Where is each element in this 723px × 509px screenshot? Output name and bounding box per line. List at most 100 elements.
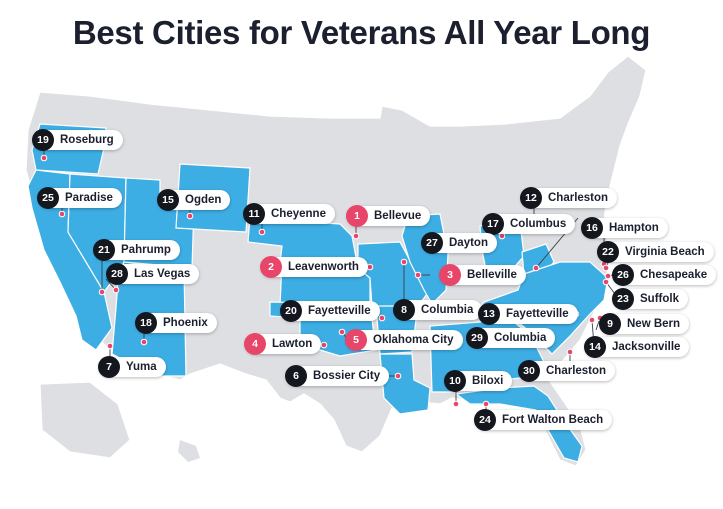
dot-bellevue bbox=[352, 232, 360, 240]
rank-badge: 5 bbox=[345, 329, 367, 351]
city-name: Fort Walton Beach bbox=[502, 414, 604, 426]
city-pill-paradise[interactable]: 25 Paradise bbox=[37, 187, 122, 209]
rank-badge: 19 bbox=[32, 129, 54, 151]
city-pill-cheyenne[interactable]: 11 Cheyenne bbox=[243, 203, 335, 225]
city-pill-ogden[interactable]: 15 Ogden bbox=[157, 189, 231, 211]
city-pill-bellevue[interactable]: 1 Bellevue bbox=[346, 205, 431, 227]
city-pill-columbus[interactable]: 17 Columbus bbox=[482, 213, 576, 235]
rank-badge: 12 bbox=[520, 187, 542, 209]
city-pill-hampton[interactable]: 16 Hampton bbox=[581, 217, 668, 239]
dot-yuma bbox=[106, 342, 114, 350]
city-name: Fayetteville bbox=[308, 305, 371, 317]
city-name: Cheyenne bbox=[271, 208, 326, 220]
rank-badge: 7 bbox=[98, 356, 120, 378]
city-name: Phoenix bbox=[163, 317, 208, 329]
city-name: Chesapeake bbox=[640, 269, 708, 281]
rank-badge: 1 bbox=[346, 205, 368, 227]
city-pill-bossier-city[interactable]: 6 Bossier City bbox=[285, 365, 390, 387]
city-name: Jacksonville bbox=[612, 341, 681, 353]
city-pill-jacksonville[interactable]: 14 Jacksonville bbox=[584, 336, 690, 358]
city-pill-fayetteville-ar[interactable]: 20 Fayetteville bbox=[280, 300, 380, 322]
rank-badge: 29 bbox=[466, 327, 488, 349]
dot-fort-walton-beach bbox=[482, 400, 490, 408]
rank-badge: 21 bbox=[93, 239, 115, 261]
dot-leavenworth bbox=[366, 263, 374, 271]
city-pill-leavenworth[interactable]: 2 Leavenworth bbox=[260, 256, 368, 278]
city-pill-chesapeake[interactable]: 26 Chesapeake bbox=[612, 264, 717, 286]
rank-badge: 10 bbox=[444, 370, 466, 392]
city-pill-columbia-mo[interactable]: 8 Columbia bbox=[393, 299, 483, 321]
rank-badge: 20 bbox=[280, 300, 302, 322]
city-pill-suffolk[interactable]: 23 Suffolk bbox=[612, 288, 688, 310]
city-name: New Bern bbox=[627, 318, 681, 330]
rank-badge: 28 bbox=[106, 263, 128, 285]
city-pill-pahrump[interactable]: 21 Pahrump bbox=[93, 239, 180, 261]
dot-columbia-mo bbox=[400, 258, 408, 266]
state-florida bbox=[454, 385, 583, 463]
city-pill-yuma[interactable]: 7 Yuma bbox=[98, 356, 166, 378]
dot-cheyenne bbox=[258, 228, 266, 236]
city-pill-lawton[interactable]: 4 Lawton bbox=[244, 333, 322, 355]
rank-badge: 22 bbox=[597, 241, 619, 263]
city-name: Belleville bbox=[467, 269, 517, 281]
city-pill-biloxi[interactable]: 10 Biloxi bbox=[444, 370, 513, 392]
city-name: Virginia Beach bbox=[625, 246, 705, 258]
city-name: Columbia bbox=[421, 304, 474, 316]
rank-badge: 13 bbox=[478, 303, 500, 325]
dot-las-vegas bbox=[112, 286, 120, 294]
city-pill-las-vegas[interactable]: 28 Las Vegas bbox=[106, 263, 200, 285]
dot-suffolk bbox=[602, 278, 610, 286]
rank-badge: 14 bbox=[584, 336, 606, 358]
city-pill-roseburg[interactable]: 19 Roseburg bbox=[32, 129, 123, 151]
city-name: Charleston bbox=[548, 192, 609, 204]
dot-chesapeake bbox=[604, 272, 612, 280]
city-pill-phoenix[interactable]: 18 Phoenix bbox=[135, 312, 217, 334]
dot-jacksonville bbox=[588, 316, 596, 324]
city-pill-columbia-sc[interactable]: 29 Columbia bbox=[466, 327, 556, 349]
dot-phoenix bbox=[140, 338, 148, 346]
rank-badge: 9 bbox=[599, 313, 621, 335]
city-name: Yuma bbox=[126, 361, 157, 373]
city-name: Dayton bbox=[449, 237, 488, 249]
city-pill-belleville[interactable]: 3 Belleville bbox=[439, 264, 526, 286]
city-name: Bellevue bbox=[374, 210, 422, 222]
rank-badge: 23 bbox=[612, 288, 634, 310]
rank-badge: 4 bbox=[244, 333, 266, 355]
dot-virginia-beach bbox=[602, 264, 610, 272]
city-pill-new-bern[interactable]: 9 New Bern bbox=[599, 313, 690, 335]
rank-badge: 6 bbox=[285, 365, 307, 387]
dot-belleville bbox=[414, 271, 422, 279]
city-pill-fayetteville-nc[interactable]: 13 Fayetteville bbox=[478, 303, 578, 325]
city-name: Columbus bbox=[510, 218, 567, 230]
rank-badge: 11 bbox=[243, 203, 265, 225]
city-pill-oklahoma-city[interactable]: 5 Oklahoma City bbox=[345, 329, 463, 351]
city-name: Lawton bbox=[272, 338, 313, 350]
city-name: Columbia bbox=[494, 332, 547, 344]
city-name: Biloxi bbox=[472, 375, 504, 387]
city-pill-dayton[interactable]: 27 Dayton bbox=[421, 232, 497, 254]
rank-badge: 2 bbox=[260, 256, 282, 278]
city-pill-charleston-sc[interactable]: 30 Charleston bbox=[518, 360, 616, 382]
city-pill-charleston-wv[interactable]: 12 Charleston bbox=[520, 187, 618, 209]
city-name: Paradise bbox=[65, 192, 113, 204]
alaska-shape bbox=[39, 381, 131, 459]
city-name: Charleston bbox=[546, 365, 607, 377]
rank-badge: 3 bbox=[439, 264, 461, 286]
rank-badge: 27 bbox=[421, 232, 443, 254]
city-name: Las Vegas bbox=[134, 268, 191, 280]
city-name: Suffolk bbox=[640, 293, 679, 305]
hawaii-shape bbox=[178, 440, 200, 462]
city-name: Fayetteville bbox=[506, 308, 569, 320]
dot-charleston-wv bbox=[532, 264, 540, 272]
city-name: Ogden bbox=[185, 194, 222, 206]
dot-bossier-city bbox=[394, 372, 402, 380]
dot-charleston-sc bbox=[566, 348, 574, 356]
city-pill-virginia-beach[interactable]: 22 Virginia Beach bbox=[597, 241, 714, 263]
map-title: Best Cities for Veterans All Year Long bbox=[72, 14, 651, 51]
rank-badge: 15 bbox=[157, 189, 179, 211]
city-pill-fort-walton-beach[interactable]: 24 Fort Walton Beach bbox=[474, 409, 613, 431]
dot-columbus bbox=[498, 232, 506, 240]
rank-badge: 24 bbox=[474, 409, 496, 431]
rank-badge: 17 bbox=[482, 213, 504, 235]
city-name: Pahrump bbox=[121, 244, 171, 256]
